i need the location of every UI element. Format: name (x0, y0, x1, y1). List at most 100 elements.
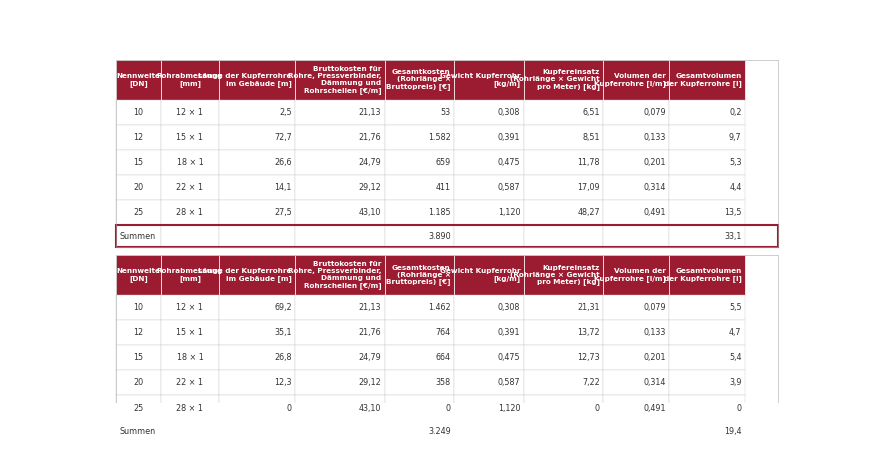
Text: Gesamtvolumen
der Kupferrohre [l]: Gesamtvolumen der Kupferrohre [l] (664, 268, 741, 282)
Text: 12 × 1: 12 × 1 (176, 108, 203, 117)
Text: 20: 20 (133, 378, 143, 387)
Bar (603, 225, 670, 247)
Bar (524, 371, 603, 395)
Text: 0,308: 0,308 (498, 303, 521, 312)
Bar (160, 125, 219, 150)
Bar (385, 371, 454, 395)
Text: 0,133: 0,133 (644, 133, 666, 142)
Text: 8,51: 8,51 (582, 133, 600, 142)
Bar (385, 60, 454, 100)
Bar (524, 175, 603, 200)
Bar (603, 125, 670, 150)
Bar (160, 175, 219, 200)
Bar (296, 100, 385, 125)
Text: 0,491: 0,491 (644, 404, 666, 413)
Text: 15 × 1: 15 × 1 (176, 328, 203, 337)
Text: 35,1: 35,1 (275, 328, 292, 337)
Text: Nennweite
[DN]: Nennweite [DN] (116, 72, 160, 87)
Text: Volumen der
Kupferrohre [l/m]: Volumen der Kupferrohre [l/m] (594, 268, 666, 282)
Text: 5,4: 5,4 (729, 353, 741, 362)
Text: 12: 12 (133, 133, 143, 142)
Text: 15: 15 (133, 353, 143, 362)
Text: 5,3: 5,3 (729, 158, 741, 167)
Text: 1,120: 1,120 (498, 404, 521, 413)
Text: 0,2: 0,2 (729, 108, 741, 117)
Text: 15: 15 (133, 158, 143, 167)
Text: 28 × 1: 28 × 1 (176, 208, 203, 217)
Bar (160, 60, 219, 100)
Text: 21,76: 21,76 (358, 328, 381, 337)
Bar (454, 225, 524, 247)
Bar (603, 345, 670, 371)
Bar (219, 295, 296, 320)
Bar (116, 320, 160, 345)
Bar (670, 421, 745, 443)
Text: Rohrabmessung
[mm]: Rohrabmessung [mm] (157, 72, 223, 87)
Text: 10: 10 (133, 108, 143, 117)
Text: 29,12: 29,12 (358, 183, 381, 192)
Bar (116, 295, 160, 320)
Bar (454, 175, 524, 200)
Bar (219, 421, 296, 443)
Text: 411: 411 (436, 183, 451, 192)
Text: 1.462: 1.462 (428, 303, 451, 312)
Text: 24,79: 24,79 (358, 158, 381, 167)
Text: Länge der Kupferrohre
im Gebäude [m]: Länge der Kupferrohre im Gebäude [m] (199, 72, 292, 87)
Bar (385, 395, 454, 420)
Bar (454, 150, 524, 175)
Bar (219, 320, 296, 345)
Bar (385, 125, 454, 150)
Bar (219, 371, 296, 395)
Bar (116, 150, 160, 175)
Bar (385, 255, 454, 295)
Bar (524, 395, 603, 420)
Bar (296, 60, 385, 100)
Bar (219, 200, 296, 225)
Bar (670, 371, 745, 395)
Bar (603, 100, 670, 125)
Bar (296, 371, 385, 395)
Bar (160, 100, 219, 125)
Text: 28 × 1: 28 × 1 (176, 404, 203, 413)
Text: 3,9: 3,9 (729, 378, 741, 387)
Bar (116, 125, 160, 150)
Bar (385, 200, 454, 225)
Text: 10: 10 (133, 303, 143, 312)
Bar (454, 421, 524, 443)
Bar (454, 100, 524, 125)
Text: 0,201: 0,201 (644, 158, 666, 167)
Bar (454, 345, 524, 371)
Bar (670, 255, 745, 295)
Bar (670, 225, 745, 247)
Text: 0: 0 (737, 404, 741, 413)
Bar (524, 345, 603, 371)
Bar (160, 150, 219, 175)
Text: 22 × 1: 22 × 1 (176, 183, 203, 192)
Bar (219, 175, 296, 200)
Bar (116, 371, 160, 395)
Text: 29,12: 29,12 (358, 378, 381, 387)
Text: 0,079: 0,079 (644, 108, 666, 117)
Text: 21,76: 21,76 (358, 133, 381, 142)
Text: 4,4: 4,4 (729, 183, 741, 192)
Text: Summen: Summen (119, 232, 155, 241)
Bar (385, 345, 454, 371)
Bar (603, 395, 670, 420)
Bar (116, 255, 778, 443)
Bar (454, 200, 524, 225)
Text: Gesamtkosten
(Rohrlänge ×
Bruttopreis) [€]: Gesamtkosten (Rohrlänge × Bruttopreis) [… (386, 69, 451, 90)
Bar (454, 295, 524, 320)
Bar (454, 255, 524, 295)
Bar (603, 371, 670, 395)
Bar (454, 320, 524, 345)
Bar (603, 175, 670, 200)
Bar (603, 150, 670, 175)
Bar (296, 255, 385, 295)
Text: 0,314: 0,314 (644, 183, 666, 192)
Text: 6,51: 6,51 (582, 108, 600, 117)
Text: 12,3: 12,3 (275, 378, 292, 387)
Bar (219, 150, 296, 175)
Text: 21,13: 21,13 (358, 108, 381, 117)
Text: 14,1: 14,1 (275, 183, 292, 192)
Bar (116, 225, 160, 247)
